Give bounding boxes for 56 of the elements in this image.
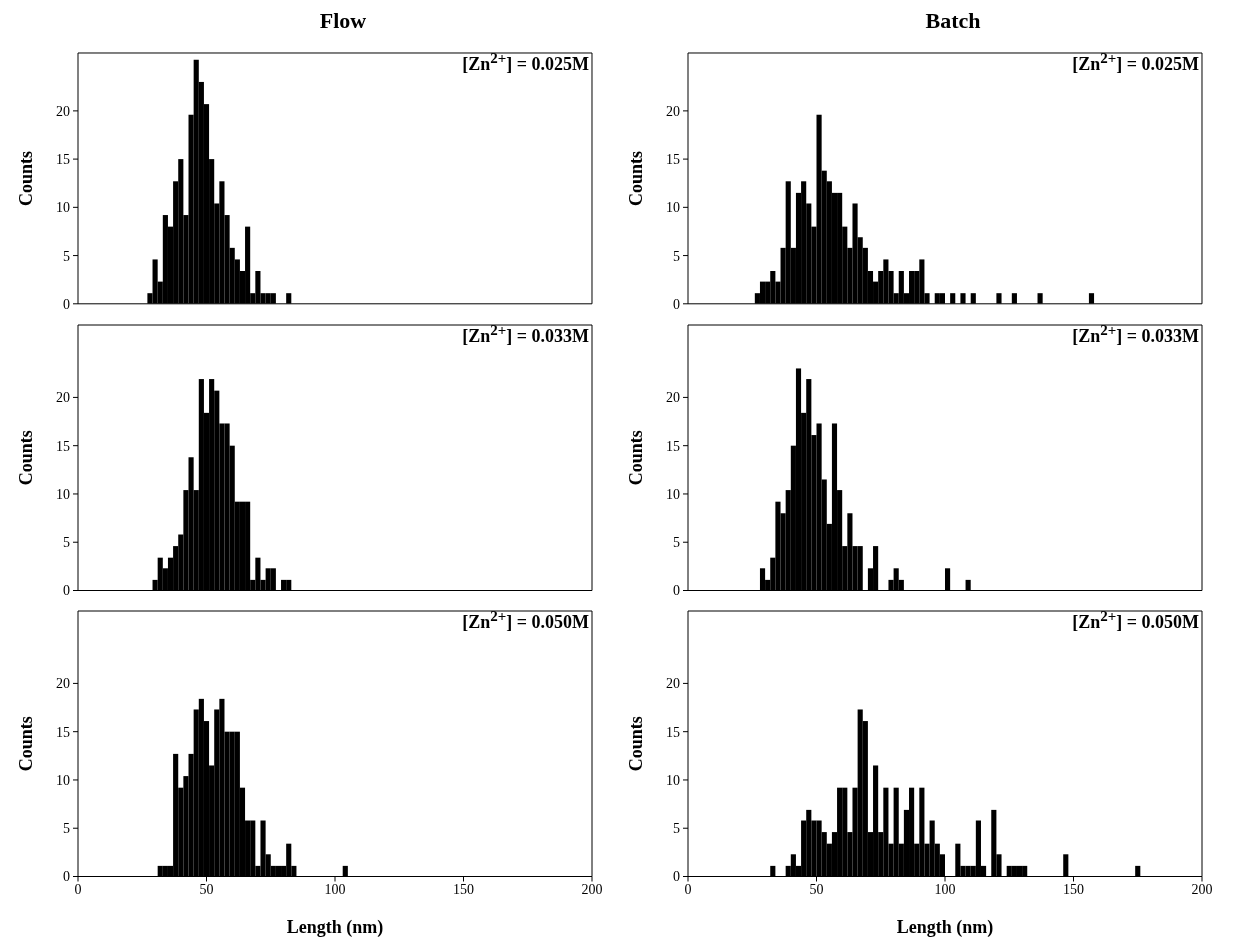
y-tick-label: 20: [56, 676, 70, 692]
y-tick-label: 15: [666, 438, 680, 454]
y-axis-title: Counts: [16, 716, 37, 772]
y-tick-label: 0: [673, 583, 680, 599]
annotation: [Zn$^{2+}$] = 0.033M: [462, 321, 589, 347]
y-tick-label: 15: [666, 152, 681, 168]
y-tick-label: 0: [63, 869, 70, 885]
y-tick-label: 5: [63, 821, 70, 837]
y-tick-label: 15: [56, 724, 70, 740]
y-tick-label: 5: [673, 821, 680, 837]
x-tick-label: 0: [74, 882, 82, 898]
y-tick-label: 20: [56, 103, 71, 119]
y-tick-label: 0: [673, 296, 680, 312]
annotation: [Zn$^{2+}$] = 0.025M: [462, 50, 589, 75]
y-tick-label: 5: [673, 534, 680, 550]
y-tick-label: 5: [63, 248, 70, 264]
y-tick-label: 5: [673, 248, 680, 264]
y-tick-label: 15: [56, 438, 70, 454]
y-axis-title: Counts: [16, 430, 37, 486]
chart-title: Flow: [318, 8, 368, 35]
y-tick-label: 20: [666, 103, 681, 119]
y-tick-label: 10: [666, 773, 680, 789]
x-tick-label: 150: [453, 882, 474, 898]
y-tick-label: 20: [666, 390, 680, 406]
annotation: [Zn$^{2+}$] = 0.025M: [1072, 50, 1199, 75]
y-tick-label: 0: [673, 869, 680, 885]
x-tick-label: 0: [684, 882, 692, 898]
y-tick-label: 10: [666, 486, 680, 502]
x-tick-label: 50: [809, 882, 824, 898]
y-axis-title: Counts: [626, 150, 647, 206]
x-tick-label: 150: [1063, 882, 1084, 898]
x-tick-label: 100: [934, 882, 956, 898]
chart-title: Batch: [924, 8, 982, 35]
y-tick-label: 10: [666, 200, 681, 216]
y-tick-label: 0: [63, 583, 70, 599]
annotation: [Zn$^{2+}$] = 0.033M: [1072, 321, 1199, 347]
y-tick-label: 10: [56, 486, 70, 502]
x-tick-label: 100: [324, 882, 346, 898]
annotation: [Zn$^{2+}$] = 0.050M: [462, 608, 589, 634]
y-tick-label: 15: [666, 724, 680, 740]
x-tick-label: 200: [1191, 882, 1213, 898]
annotation: [Zn$^{2+}$] = 0.050M: [1072, 608, 1199, 634]
y-tick-label: 0: [63, 296, 70, 312]
y-tick-label: 20: [56, 390, 70, 406]
y-tick-label: 5: [63, 534, 70, 550]
y-axis-title: Counts: [626, 716, 647, 772]
x-tick-label: 200: [581, 882, 603, 898]
y-axis-title: Counts: [16, 150, 37, 206]
y-tick-label: 20: [666, 676, 680, 692]
x-tick-label: 50: [199, 882, 214, 898]
y-tick-label: 10: [56, 773, 70, 789]
y-tick-label: 10: [56, 200, 71, 216]
x-axis-title: Length (nm): [896, 916, 994, 938]
y-axis-title: Counts: [626, 430, 647, 486]
y-tick-label: 15: [56, 152, 71, 168]
x-axis-title: Length (nm): [286, 916, 384, 938]
